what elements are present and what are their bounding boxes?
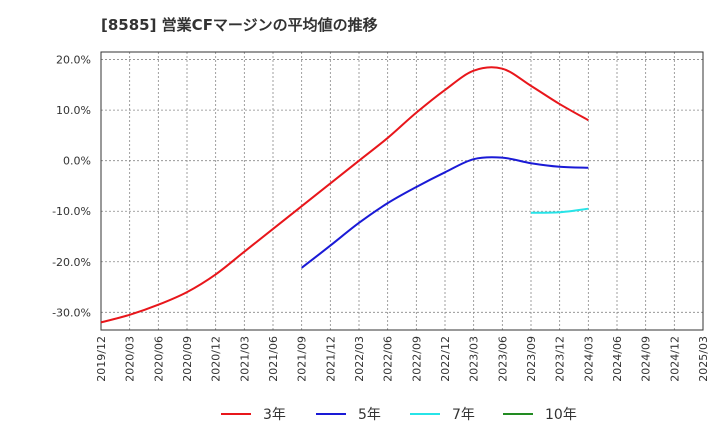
legend-label: 3年 [263,407,286,423]
legend-label: 10年 [545,407,577,423]
y-tick-label: -20.0% [52,256,91,269]
y-tick-label: 20.0% [56,54,91,67]
x-tick-label: 2021/06 [267,336,280,382]
x-tick-label: 2022/06 [382,336,395,382]
grid-lines [101,52,703,330]
y-tick-label: -10.0% [52,205,91,218]
x-tick-label: 2024/09 [640,336,653,382]
y-tick-label: 10.0% [56,104,91,117]
chart-title: [8585] 営業CFマージンの平均値の推移 [101,16,378,34]
y-tick-label: 0.0% [63,155,91,168]
x-tick-label: 2024/03 [582,336,595,382]
legend-label: 7年 [452,407,475,423]
x-tick-label: 2023/06 [496,336,509,382]
series-line-5年 [301,156,589,269]
x-tick-label: 2021/09 [296,336,309,382]
x-tick-label: 2020/03 [124,336,137,382]
x-tick-label: 2024/06 [611,336,624,382]
legend: 3年 5年 7年 10年 [221,407,577,423]
x-tick-label: 2024/12 [668,336,681,382]
x-tick-label: 2019/12 [95,336,108,382]
plot-area-frame [100,51,704,331]
legend-label: 5年 [358,407,381,423]
x-tick-label: 2023/03 [468,336,481,382]
x-tick-label: 2022/09 [410,336,423,382]
series-lines [100,66,589,324]
series-line-7年 [530,207,589,214]
x-tick-label: 2021/12 [324,336,337,382]
x-tick-label: 2020/06 [152,336,165,382]
x-tick-label: 2020/12 [210,336,223,382]
x-tick-label: 2022/03 [353,336,366,382]
x-tick-label: 2021/03 [238,336,251,382]
x-axis-ticks: 2019/12 2020/03 2020/06 2020/09 2020/12 2021/… [95,336,710,382]
x-tick-label: 2020/09 [181,336,194,382]
series-line-3年 [100,66,589,324]
x-tick-label: 2022/12 [439,336,452,382]
y-tick-label: -30.0% [52,306,91,319]
x-tick-label: 2023/12 [554,336,567,382]
y-axis-ticks: 20.0% 10.0% 0.0% -10.0% -20.0% -30.0% [52,54,91,320]
x-tick-label: 2023/09 [525,336,538,382]
x-tick-label: 2025/03 [697,336,710,382]
